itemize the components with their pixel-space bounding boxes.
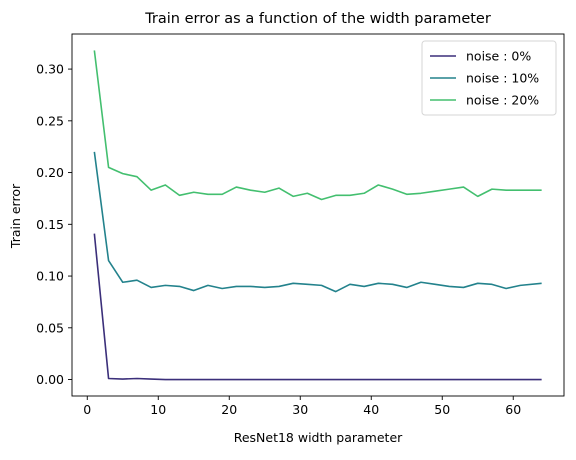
- y-tick-label: 0.00: [36, 372, 64, 387]
- legend: noise : 0% noise : 10% noise : 20%: [421, 40, 557, 116]
- series-line-0: [93, 233, 542, 381]
- series-layer: [93, 50, 542, 381]
- y-axis: 0.00 0.05 0.10 0.15 0.20 0.25 0.30: [36, 62, 72, 387]
- x-tick-label: 0: [83, 402, 91, 417]
- chart-title: Train error as a function of the width p…: [144, 11, 491, 27]
- x-tick-label: 10: [150, 402, 166, 417]
- y-tick-label: 0.15: [36, 217, 64, 232]
- legend-label: noise : 20%: [466, 93, 539, 108]
- x-axis: 0 10 20 30 40 50 60: [83, 396, 521, 417]
- x-tick-label: 40: [363, 402, 379, 417]
- y-tick-label: 0.20: [36, 165, 64, 180]
- legend-box: [421, 40, 557, 116]
- x-tick-label: 60: [505, 402, 521, 417]
- y-tick-label: 0.05: [36, 320, 64, 335]
- legend-label: noise : 10%: [466, 71, 539, 86]
- x-tick-label: 50: [434, 402, 450, 417]
- y-axis-label: Train error: [8, 183, 23, 249]
- plot-frame: [71, 33, 565, 397]
- legend-label: noise : 0%: [466, 49, 531, 64]
- x-axis-label: ResNet18 width parameter: [234, 430, 403, 445]
- x-tick-label: 30: [292, 402, 308, 417]
- series-line-1: [93, 151, 542, 293]
- y-tick-label: 0.10: [36, 269, 64, 284]
- series-line-2: [93, 50, 542, 201]
- x-tick-label: 20: [221, 402, 237, 417]
- y-tick-label: 0.30: [36, 62, 64, 77]
- y-tick-label: 0.25: [36, 113, 64, 128]
